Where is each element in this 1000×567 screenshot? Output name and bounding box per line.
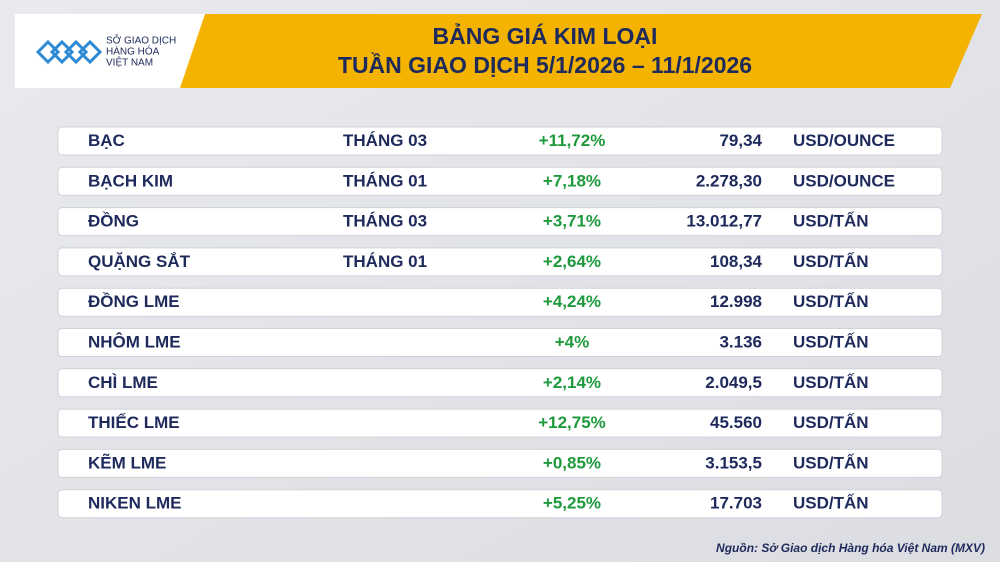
cell-unit: USD/TẤN xyxy=(793,373,869,392)
cell-change: +2,14% xyxy=(543,373,601,392)
cell-change: +0,85% xyxy=(543,453,601,472)
row xyxy=(57,207,943,237)
cell-unit: USD/OUNCE xyxy=(793,131,895,150)
cell-change: +11,72% xyxy=(539,131,606,150)
cell-price: 3.153,5 xyxy=(705,453,762,472)
cell-name: ĐỒNG xyxy=(88,212,139,231)
cell-month: THÁNG 01 xyxy=(343,171,427,190)
logo-box xyxy=(15,14,205,88)
cell-price: 79,34 xyxy=(719,131,762,150)
row xyxy=(57,408,943,438)
logo-text: SỞ GIAO DỊCH HÀNG HÓA VIỆT NAM xyxy=(106,34,176,69)
cell-name: NIKEN LME xyxy=(88,494,182,513)
cell-change: +7,18% xyxy=(543,171,601,190)
cell-unit: USD/TẤN xyxy=(793,453,869,472)
cell-name: BẠC xyxy=(88,131,125,150)
row xyxy=(57,448,943,478)
logo-icon xyxy=(35,39,103,65)
cell-change: +12,75% xyxy=(538,413,606,432)
source: Nguồn: Sở Giao dịch Hàng hóa Việt Nam (M… xyxy=(716,541,985,555)
cell-change: +4% xyxy=(555,332,590,351)
cell-unit: USD/TẤN xyxy=(793,292,869,311)
cell-name: KẼM LME xyxy=(88,452,166,472)
row xyxy=(57,247,943,277)
logo-line: VIỆT NAM xyxy=(106,56,153,69)
cell-unit: USD/TẤN xyxy=(793,494,869,513)
cell-price: 2.049,5 xyxy=(705,373,762,392)
cell-price: 13.012,77 xyxy=(686,212,762,231)
cell-name: BẠCH KIM xyxy=(88,171,173,190)
cell-month: THÁNG 03 xyxy=(343,212,427,231)
cell-month: THÁNG 03 xyxy=(343,131,427,150)
cell-unit: USD/TẤN xyxy=(793,332,869,351)
row xyxy=(57,126,943,156)
row xyxy=(57,287,943,317)
cell-price: 108,34 xyxy=(710,252,763,271)
title-line: TUẦN GIAO DỊCH 5/1/2026 – 11/1/2026 xyxy=(338,51,752,78)
cell-name: CHÌ LME xyxy=(88,373,158,392)
cell-unit: USD/OUNCE xyxy=(793,171,895,190)
cell-change: +3,71% xyxy=(543,212,601,231)
cell-price: 17.703 xyxy=(710,494,762,513)
header-band xyxy=(160,14,982,88)
cell-unit: USD/TẤN xyxy=(793,212,869,231)
cell-change: +5,25% xyxy=(543,494,601,513)
cell-name: NHÔM LME xyxy=(88,332,181,351)
cell-price: 45.560 xyxy=(710,413,762,432)
cell-name: QUẶNG SẮT xyxy=(88,252,191,271)
logo-line: SỞ GIAO DỊCH xyxy=(106,34,176,47)
cell-price: 3.136 xyxy=(719,332,762,351)
row xyxy=(57,166,943,196)
cell-unit: USD/TẤN xyxy=(793,413,869,432)
cell-name: THIẾC LME xyxy=(88,413,180,432)
row xyxy=(57,489,943,519)
logo-line: HÀNG HÓA xyxy=(106,45,160,58)
table: BẠC THÁNG 03 +11,72% 79,34 USD/OUNCE BẠCH KIM… xyxy=(57,126,943,519)
cell-name: ĐỒNG LME xyxy=(88,292,180,311)
cell-month: THÁNG 01 xyxy=(343,252,427,271)
cell-price: 12.998 xyxy=(710,292,762,311)
row xyxy=(57,368,943,398)
cell-price: 2.278,30 xyxy=(696,171,762,190)
row xyxy=(57,328,943,357)
cell-change: +4,24% xyxy=(543,292,601,311)
cell-change: +2,64% xyxy=(543,252,601,271)
cell-unit: USD/TẤN xyxy=(793,252,869,271)
title-line: BẢNG GIÁ KIM LOẠI xyxy=(433,21,658,49)
